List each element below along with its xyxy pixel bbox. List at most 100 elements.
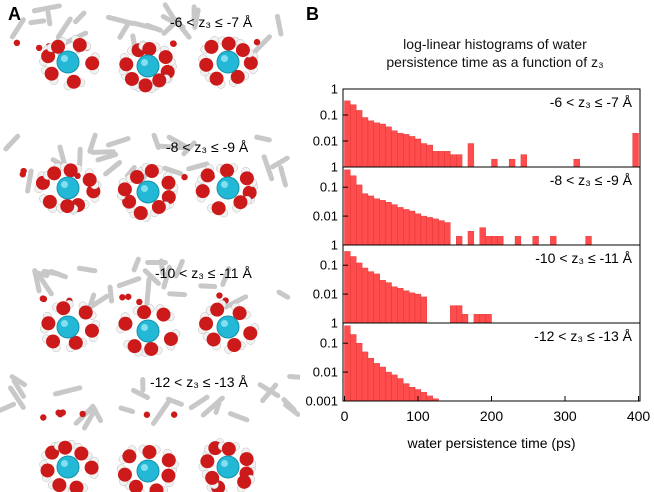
histogram-panel-4: 0.1 0.01 0.001 -12 < z₃ ≤ -13 Å	[305, 322, 641, 409]
ion-highlight	[221, 181, 228, 188]
oxygen-atom	[35, 44, 43, 52]
oxygen-atom	[161, 190, 176, 205]
oxygen-atom	[127, 339, 142, 354]
oxygen-atom	[84, 323, 99, 338]
molecular-snapshots	[0, 2, 300, 492]
oxygen-atom	[206, 332, 221, 347]
histogram-bar	[450, 305, 457, 324]
oxygen-atom	[60, 199, 75, 214]
protein-stick	[142, 268, 161, 286]
protein-stick	[220, 266, 232, 288]
protein-stick	[118, 405, 136, 414]
ion-highlight	[61, 460, 68, 467]
oxygen-atom	[58, 440, 73, 455]
oxygen-atom	[151, 200, 166, 215]
protein-stick	[276, 289, 291, 300]
histogram-bar	[456, 236, 463, 246]
histogram-bar	[361, 193, 369, 246]
protein-stick	[162, 165, 184, 177]
panel-b-label: B	[306, 4, 319, 24]
oxygen-atom	[204, 39, 219, 54]
protein-stick	[0, 401, 17, 414]
oxygen-atom	[129, 479, 143, 492]
oxygen-atom	[138, 78, 153, 93]
row-label-2: -8 < z₃ ≤ -9 Å	[166, 139, 249, 155]
protein-stick	[213, 399, 222, 415]
y-tick-label: 0.1	[320, 108, 338, 123]
protein-stick	[9, 374, 28, 388]
oxygen-atom	[117, 467, 132, 482]
protein-stick	[107, 284, 115, 304]
oxygen-atom	[205, 470, 220, 485]
protein-stick	[188, 394, 210, 411]
protein-stick	[283, 402, 300, 417]
oxygen-atom	[82, 172, 97, 187]
oxygen-atom	[144, 341, 159, 356]
oxygen-atom	[239, 171, 254, 186]
protein-stick	[87, 132, 98, 154]
oxygen-atom	[221, 441, 236, 456]
histogram-bar	[426, 395, 433, 402]
histogram-bar	[408, 136, 416, 168]
oxygen-atom	[143, 411, 151, 418]
oxygen-atom	[78, 305, 93, 320]
row-label-1: -6 < z₃ ≤ -7 Å	[170, 14, 253, 30]
chart-title-line2: persistence time as a function of z₃	[386, 54, 604, 70]
histogram-bar	[385, 202, 392, 246]
histogram-bar	[356, 343, 363, 402]
histogram-bar	[450, 154, 457, 168]
histogram-bar	[397, 378, 404, 402]
oxygen-atom	[211, 201, 226, 216]
protein-stick	[36, 272, 54, 297]
protein-stick	[162, 2, 177, 21]
protein-stick	[287, 374, 300, 380]
oxygen-atom	[149, 483, 164, 492]
ion-highlight	[221, 55, 228, 62]
x-tick-label: 200	[480, 408, 504, 424]
histogram-bar	[403, 134, 410, 168]
protein-stick	[131, 256, 141, 273]
histogram-bar	[408, 292, 416, 324]
histogram-bar	[344, 100, 351, 168]
protein-stick	[274, 13, 284, 37]
histogram-bar	[361, 117, 369, 168]
histogram-bar	[385, 371, 392, 402]
protein-stick	[117, 22, 130, 40]
histogram-bar	[350, 334, 357, 402]
histogram-bar	[367, 195, 375, 246]
histogram-bar	[408, 387, 416, 402]
oxygen-atom	[66, 74, 81, 89]
oxygen-atom	[243, 326, 258, 341]
panel-range-label: -8 < z₃ ≤ -9 Å	[550, 172, 633, 188]
oxygen-atom	[40, 463, 55, 478]
histogram-panel-1: 1 0.1 0.01 1 -6 < z₃ ≤ -7 Å	[313, 82, 641, 175]
snapshot-row-4	[0, 374, 300, 492]
histogram-bar	[444, 222, 451, 246]
oxygen-atom	[237, 474, 252, 489]
protein-stick	[48, 269, 68, 280]
histogram-bar	[350, 256, 357, 324]
protein-stick	[227, 411, 250, 423]
histogram-bar	[632, 132, 639, 168]
histogram-bar	[508, 158, 516, 168]
histogram-bar	[373, 363, 380, 402]
oxygen-atom	[13, 39, 21, 47]
protein-stick	[173, 258, 185, 279]
protein-stick	[155, 143, 186, 151]
oxygen-atom	[181, 173, 188, 181]
histogram-bar	[373, 198, 380, 246]
chart-title-line1: log-linear histograms of water	[403, 36, 587, 52]
oxygen-atom	[63, 163, 78, 178]
protein-stick	[52, 385, 83, 397]
histogram-bar	[403, 383, 410, 402]
histogram-bar	[514, 236, 522, 246]
y-tick-label: 0.001	[305, 394, 338, 409]
oxygen-atom	[122, 449, 137, 464]
oxygen-atom	[200, 168, 215, 183]
histogram-bar	[420, 215, 428, 246]
y-tick-label: 1	[331, 238, 338, 253]
histogram-bar	[461, 314, 469, 324]
histogram-bar	[379, 280, 386, 324]
histogram-bar	[344, 325, 351, 402]
